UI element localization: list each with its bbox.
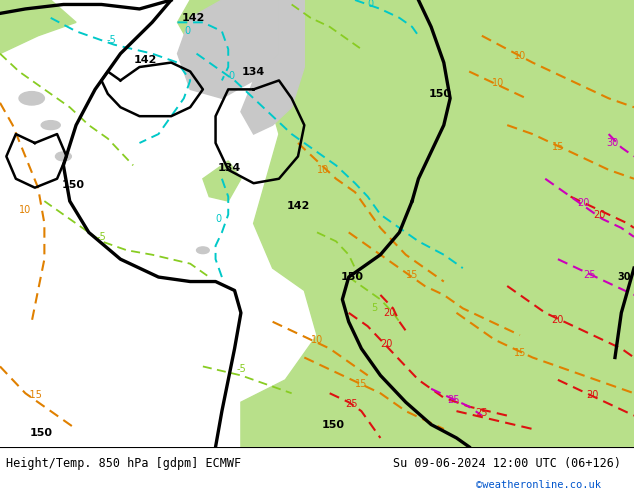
Text: 15: 15 (406, 270, 418, 280)
Text: 150: 150 (61, 180, 84, 191)
Text: 25: 25 (447, 395, 460, 405)
Text: ©weatheronline.co.uk: ©weatheronline.co.uk (476, 480, 600, 490)
Text: 20: 20 (593, 210, 605, 220)
Text: 0: 0 (216, 214, 222, 224)
Text: -5: -5 (96, 232, 107, 242)
Polygon shape (241, 0, 304, 134)
Text: 150: 150 (429, 89, 452, 99)
Ellipse shape (19, 92, 44, 105)
Ellipse shape (56, 152, 71, 161)
Text: -15: -15 (27, 391, 43, 400)
Text: 20: 20 (577, 198, 590, 208)
Text: 0: 0 (184, 26, 190, 36)
Text: 134: 134 (242, 67, 265, 76)
Text: 10: 10 (317, 165, 330, 175)
Text: 30: 30 (618, 272, 631, 282)
Polygon shape (241, 0, 634, 447)
Polygon shape (178, 0, 254, 53)
Text: 10: 10 (19, 205, 32, 215)
Text: 142: 142 (287, 200, 309, 211)
Polygon shape (178, 0, 279, 98)
Text: Su 09-06-2024 12:00 UTC (06+126): Su 09-06-2024 12:00 UTC (06+126) (393, 457, 621, 470)
Text: 5: 5 (371, 303, 377, 313)
Text: 150: 150 (30, 428, 53, 439)
Text: 20: 20 (552, 315, 564, 324)
Text: 30: 30 (606, 138, 618, 148)
Text: 10: 10 (491, 78, 504, 88)
Text: 20: 20 (384, 308, 396, 318)
Text: 150: 150 (321, 419, 344, 430)
Polygon shape (0, 0, 76, 53)
Text: 20: 20 (380, 339, 393, 349)
Text: 25: 25 (476, 408, 488, 418)
Text: 150: 150 (340, 272, 363, 282)
Text: 134: 134 (218, 163, 241, 172)
Polygon shape (203, 161, 241, 201)
Ellipse shape (197, 247, 209, 254)
Text: -5: -5 (236, 364, 246, 374)
Text: 0: 0 (228, 71, 235, 81)
Text: -5: -5 (106, 35, 116, 45)
Text: 142: 142 (134, 55, 157, 65)
Text: 15: 15 (514, 348, 526, 358)
Text: 25: 25 (583, 270, 596, 280)
Text: 0: 0 (368, 0, 374, 9)
Text: 10: 10 (514, 51, 526, 61)
Text: 15: 15 (552, 143, 564, 152)
Text: 10: 10 (311, 335, 323, 344)
Text: 25: 25 (346, 399, 358, 410)
Text: 142: 142 (182, 13, 205, 23)
Ellipse shape (41, 121, 60, 129)
Text: 15: 15 (355, 379, 368, 390)
Text: 20: 20 (586, 391, 599, 400)
Text: Height/Temp. 850 hPa [gdpm] ECMWF: Height/Temp. 850 hPa [gdpm] ECMWF (6, 457, 242, 470)
